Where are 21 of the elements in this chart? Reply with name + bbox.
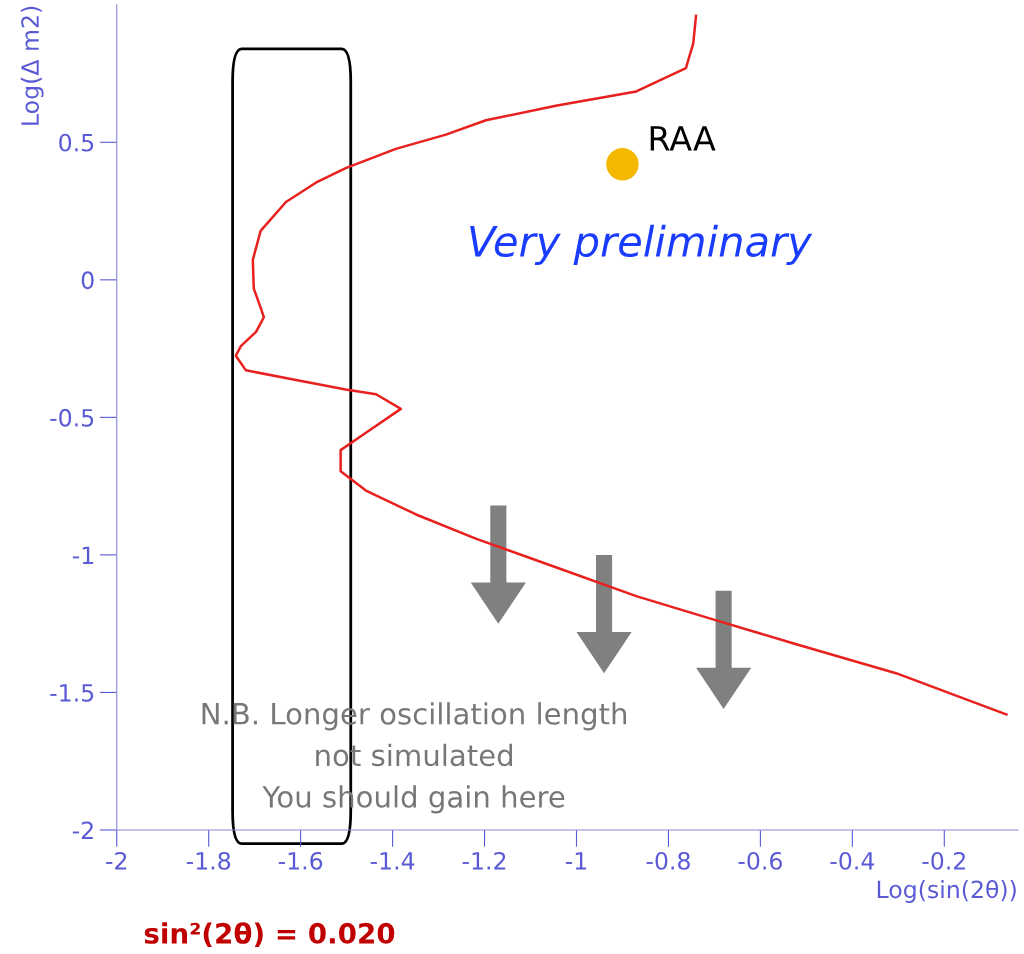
x-tick-label: -1.2 [462, 851, 506, 870]
x-tick-label: -0.2 [922, 851, 965, 870]
x-tick-label: -1.8 [186, 851, 231, 870]
x-tick-label: -0.4 [830, 851, 875, 870]
x-tick-label: -1 [565, 852, 587, 870]
y-tick-label: -1 [72, 546, 94, 564]
x-tick-label: -1.6 [278, 851, 323, 870]
x-tick-label: -0.6 [738, 851, 782, 870]
annotation: Very preliminary [470, 224, 813, 266]
series-label: RAA [650, 126, 716, 151]
x-tick-label: -2 [106, 851, 127, 870]
y-tick-label: 0 [81, 271, 94, 290]
x-tick-label: -1.4 [370, 852, 415, 870]
y-tick-label: -2 [72, 821, 93, 839]
y-tick-label: -1.5 [50, 684, 94, 702]
y-tick-label: -0.5 [50, 408, 94, 427]
text: sin²(2θ) = 0.020 [144, 922, 395, 948]
y-tick-label: 0.5 [59, 133, 94, 152]
x-axis-title: Log(sin(2θ)) [877, 879, 1016, 903]
y-axis-title: Log(Δ m2) [20, 6, 44, 125]
x-tick-label: -0.8 [646, 851, 690, 870]
